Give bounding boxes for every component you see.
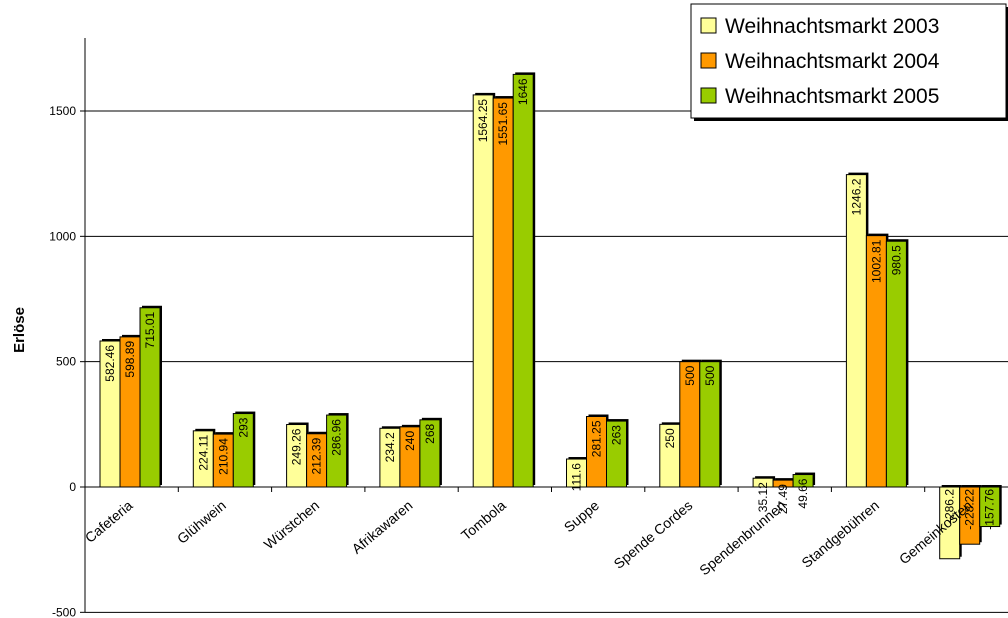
category-label-afrikawaren: Afrikawaren — [349, 497, 416, 557]
data-label: 1564.25 — [476, 99, 490, 143]
data-label: 111.6 — [570, 463, 584, 492]
data-label: 1551.65 — [496, 102, 510, 146]
legend: Weihnachtsmarkt 2003 Weihnachtsmarkt 2004… — [690, 3, 1008, 121]
y-tick-label: 1000 — [49, 229, 76, 243]
bars — [99, 72, 1002, 560]
data-label: 249.26 — [290, 428, 304, 465]
legend-swatch-1 — [700, 17, 717, 34]
data-label: 1246.2 — [849, 178, 863, 215]
bar-tombola-3 — [512, 73, 534, 488]
data-label: 281.25 — [590, 420, 604, 457]
data-label: 1002.81 — [869, 239, 883, 283]
data-label: 582.46 — [103, 345, 117, 382]
category-label-cafeteria: Cafeteria — [82, 497, 136, 546]
data-label: 293 — [236, 417, 250, 437]
legend-swatch-2 — [700, 52, 717, 69]
y-tick-label: -500 — [52, 605, 76, 618]
data-label: 980.5 — [889, 245, 903, 275]
data-label: 240 — [403, 431, 417, 451]
category-label-gl-hwein: Glühwein — [174, 497, 229, 547]
data-label: 210.94 — [216, 438, 230, 475]
data-label: 27.49 — [776, 484, 790, 514]
legend-label-1: Weihnachtsmarkt 2003 — [725, 15, 939, 38]
data-label: 1646 — [516, 78, 530, 105]
bar-standgeb-hren-3 — [885, 240, 907, 488]
category-label-tombola: Tombola — [458, 497, 509, 543]
data-labels: 582.46 598.89 715.01 224.11 210.94 293 249.26 2… — [103, 78, 997, 530]
bar-tombola-1 — [472, 94, 494, 488]
data-label: 286.96 — [330, 419, 344, 456]
data-label: 224.11 — [196, 434, 210, 470]
category-label-spende-cordes: Spende Cordes — [611, 497, 696, 572]
data-label: 234.2 — [383, 432, 397, 462]
data-label: 35.12 — [756, 482, 770, 512]
data-label: 500 — [683, 365, 697, 385]
data-label: 268 — [423, 424, 437, 444]
y-tick-label: 500 — [56, 355, 76, 369]
legend-label-3: Weihnachtsmarkt 2005 — [725, 85, 939, 108]
legend-swatch-3 — [700, 87, 717, 104]
data-label: 212.39 — [310, 437, 324, 474]
category-label-suppe: Suppe — [561, 497, 602, 535]
data-label: -286.2 — [943, 489, 957, 523]
y-axis-label: Erlöse — [11, 307, 28, 353]
category-label-standgeb-hren: Standgebühren — [798, 497, 882, 571]
bar-tombola-2 — [492, 97, 514, 488]
bar-standgeb-hren-1 — [845, 174, 867, 488]
data-label: -228.22 — [963, 489, 977, 530]
data-label: 500 — [703, 365, 717, 385]
data-label: 49.66 — [796, 478, 810, 508]
data-label: 250 — [663, 428, 677, 448]
data-label: -157.76 — [983, 489, 997, 530]
data-label: 598.89 — [123, 341, 137, 378]
legend-box — [690, 3, 1007, 119]
legend-label-2: Weihnachtsmarkt 2004 — [725, 50, 940, 73]
y-tick-label: 0 — [69, 480, 76, 494]
data-label: 715.01 — [143, 311, 157, 348]
category-label-w-rstchen: Würstchen — [261, 497, 323, 552]
data-label: 263 — [610, 425, 624, 445]
y-tick-label: 1500 — [49, 104, 76, 118]
category-label-spendenbrunnen: Spendenbrunnen — [696, 497, 789, 578]
